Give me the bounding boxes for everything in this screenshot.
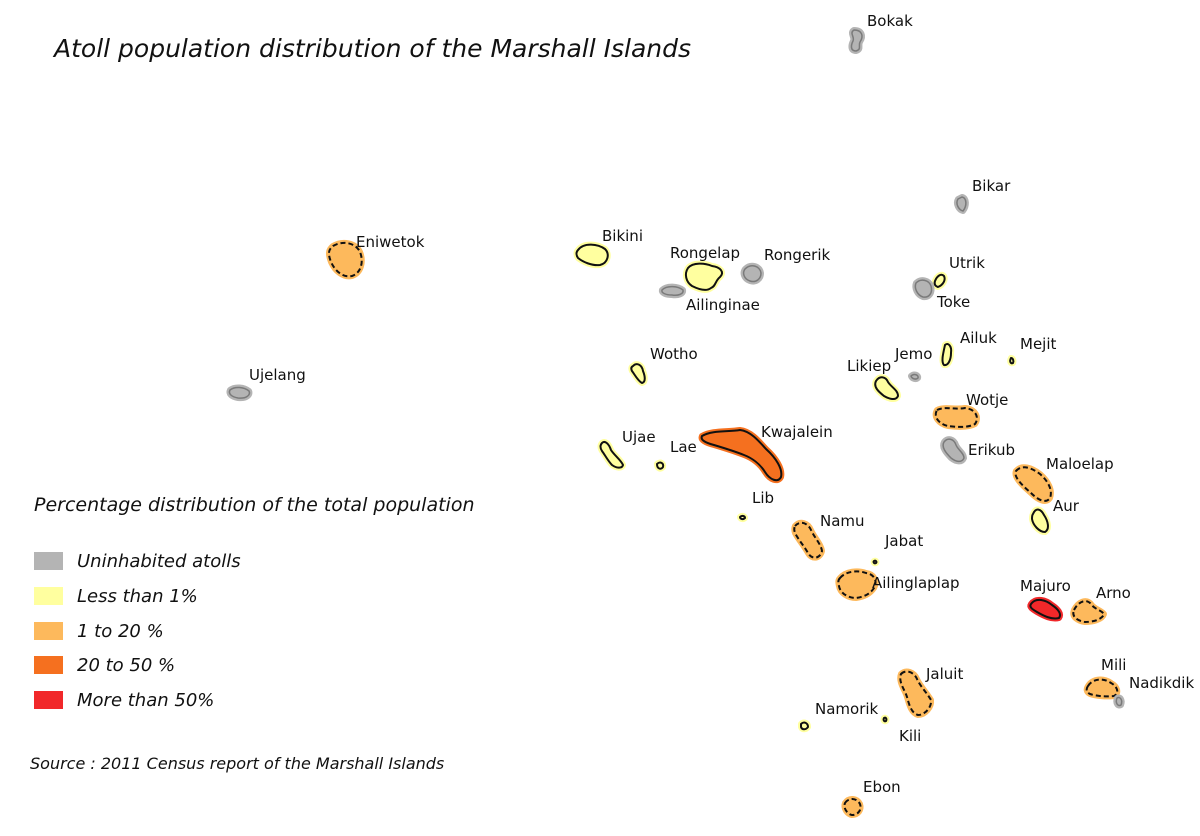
atoll-label-majuro: Majuro xyxy=(1020,577,1071,595)
atoll-label-namorik: Namorik xyxy=(815,700,879,718)
legend-item-20-to-50: 20 to 50 % xyxy=(34,654,175,676)
atoll-shape-namu xyxy=(793,521,823,559)
atoll-shape-nadikdik xyxy=(1115,696,1123,707)
atoll-label-ujae: Ujae xyxy=(622,428,656,446)
atoll-label-aur: Aur xyxy=(1053,497,1080,515)
atoll-shape-erikub xyxy=(942,438,965,463)
atoll-shape-lib xyxy=(739,514,746,521)
atoll-shape-kili xyxy=(882,716,888,723)
atoll-label-ujelang: Ujelang xyxy=(249,366,306,384)
atoll-label-namu: Namu xyxy=(820,512,865,530)
source-note: Source : 2011 Census report of the Marsh… xyxy=(30,754,445,773)
atoll-label-lib: Lib xyxy=(752,489,774,507)
atoll-shape-ujelang xyxy=(228,386,251,399)
atoll-label-maloelap: Maloelap xyxy=(1046,455,1114,473)
legend-item-uninhabited: Uninhabited atolls xyxy=(34,550,241,572)
atoll-shape-bikar xyxy=(956,196,967,212)
atoll-label-mili: Mili xyxy=(1101,656,1126,674)
atoll-shape-rongerik xyxy=(742,265,762,283)
legend-swatch-uninhabited xyxy=(34,552,63,570)
atoll-shape-wotje xyxy=(934,407,978,428)
atoll-shapes xyxy=(226,27,1125,818)
atoll-label-kili: Kili xyxy=(899,727,921,745)
atoll-label-jabat: Jabat xyxy=(884,532,923,550)
atoll-shape-ebon xyxy=(843,798,862,816)
atoll-label-toke: Toke xyxy=(936,293,970,311)
atoll-label-rongelap: Rongelap xyxy=(670,244,740,262)
legend-label-more-than-50: More than 50% xyxy=(77,689,215,711)
atoll-label-wotje: Wotje xyxy=(966,391,1008,409)
atoll-label-eniwetok: Eniwetok xyxy=(356,233,425,251)
legend-label-1-to-20: 1 to 20 % xyxy=(77,620,164,642)
legend-item-more-than-50: More than 50% xyxy=(34,689,214,711)
atoll-label-bokak: Bokak xyxy=(867,12,913,30)
atoll-shape-jaluit xyxy=(899,670,933,716)
legend-swatch-1-to-20 xyxy=(34,622,63,640)
atoll-label-jaluit: Jaluit xyxy=(925,665,963,683)
atoll-label-lae: Lae xyxy=(670,438,697,456)
legend-swatch-more-than-50 xyxy=(34,691,63,709)
atoll-label-arno: Arno xyxy=(1096,584,1131,602)
atoll-labels: Bokak Bikar Eniwetok Bikini Rongelap Rongerik… xyxy=(249,12,1194,796)
atoll-shape-toke xyxy=(914,279,933,298)
legend-item-less-than-1: Less than 1% xyxy=(34,585,198,607)
atoll-shape-bokak xyxy=(850,29,863,52)
legend-swatch-less-than-1 xyxy=(34,587,63,605)
atoll-label-likiep: Likiep xyxy=(847,357,891,375)
atoll-shape-rongelap xyxy=(684,262,723,291)
legend-title: Percentage distribution of the total pop… xyxy=(34,494,475,516)
atoll-shape-ailinglaplap xyxy=(837,570,877,599)
atoll-label-bikar: Bikar xyxy=(972,177,1011,195)
atoll-shape-maloelap xyxy=(1014,466,1052,502)
atoll-label-ailinglaplap: Ailinglaplap xyxy=(872,574,960,592)
atoll-label-utrik: Utrik xyxy=(949,254,985,272)
atoll-shape-eniwetok xyxy=(327,241,363,278)
atoll-shape-aur xyxy=(1031,508,1049,533)
atoll-label-wotho: Wotho xyxy=(650,345,698,363)
atoll-shape-mili xyxy=(1085,678,1119,698)
atoll-shape-ailinginae xyxy=(661,285,684,296)
atoll-shape-jabat xyxy=(872,559,878,565)
atoll-shape-jemo xyxy=(910,373,919,380)
atoll-label-kwajalein: Kwajalein xyxy=(761,423,833,441)
atoll-shape-ujae xyxy=(599,440,624,469)
legend-label-20-to-50: 20 to 50 % xyxy=(77,654,176,676)
atoll-label-ailuk: Ailuk xyxy=(960,329,997,347)
legend-item-1-to-20: 1 to 20 % xyxy=(34,620,164,642)
atoll-label-bikini: Bikini xyxy=(602,227,643,245)
atoll-shape-namorik xyxy=(800,721,809,731)
atoll-shape-utrik xyxy=(933,273,946,288)
atoll-shape-ailuk xyxy=(941,343,953,367)
legend-swatch-20-to-50 xyxy=(34,656,63,674)
map-title: Atoll population distribution of the Mar… xyxy=(54,34,692,63)
atoll-shape-majuro xyxy=(1029,598,1062,620)
atoll-shape-mejit xyxy=(1009,357,1015,365)
atoll-label-erikub: Erikub xyxy=(968,441,1015,459)
atoll-shape-kwajalein xyxy=(700,429,783,482)
atoll-label-nadikdik: Nadikdik xyxy=(1129,674,1194,692)
atoll-label-rongerik: Rongerik xyxy=(764,246,831,264)
atoll-shape-wotho xyxy=(630,363,646,384)
atoll-shape-bikini xyxy=(575,243,609,267)
atoll-label-ailinginae: Ailinginae xyxy=(686,296,760,314)
legend-label-uninhabited: Uninhabited atolls xyxy=(77,550,241,572)
atoll-shape-arno xyxy=(1072,600,1105,623)
legend-label-less-than-1: Less than 1% xyxy=(77,585,198,607)
atoll-shape-lae xyxy=(656,461,665,470)
atoll-label-ebon: Ebon xyxy=(863,778,901,796)
atoll-label-mejit: Mejit xyxy=(1020,335,1057,353)
atoll-label-jemo: Jemo xyxy=(894,345,932,363)
atoll-shape-likiep xyxy=(874,376,899,400)
